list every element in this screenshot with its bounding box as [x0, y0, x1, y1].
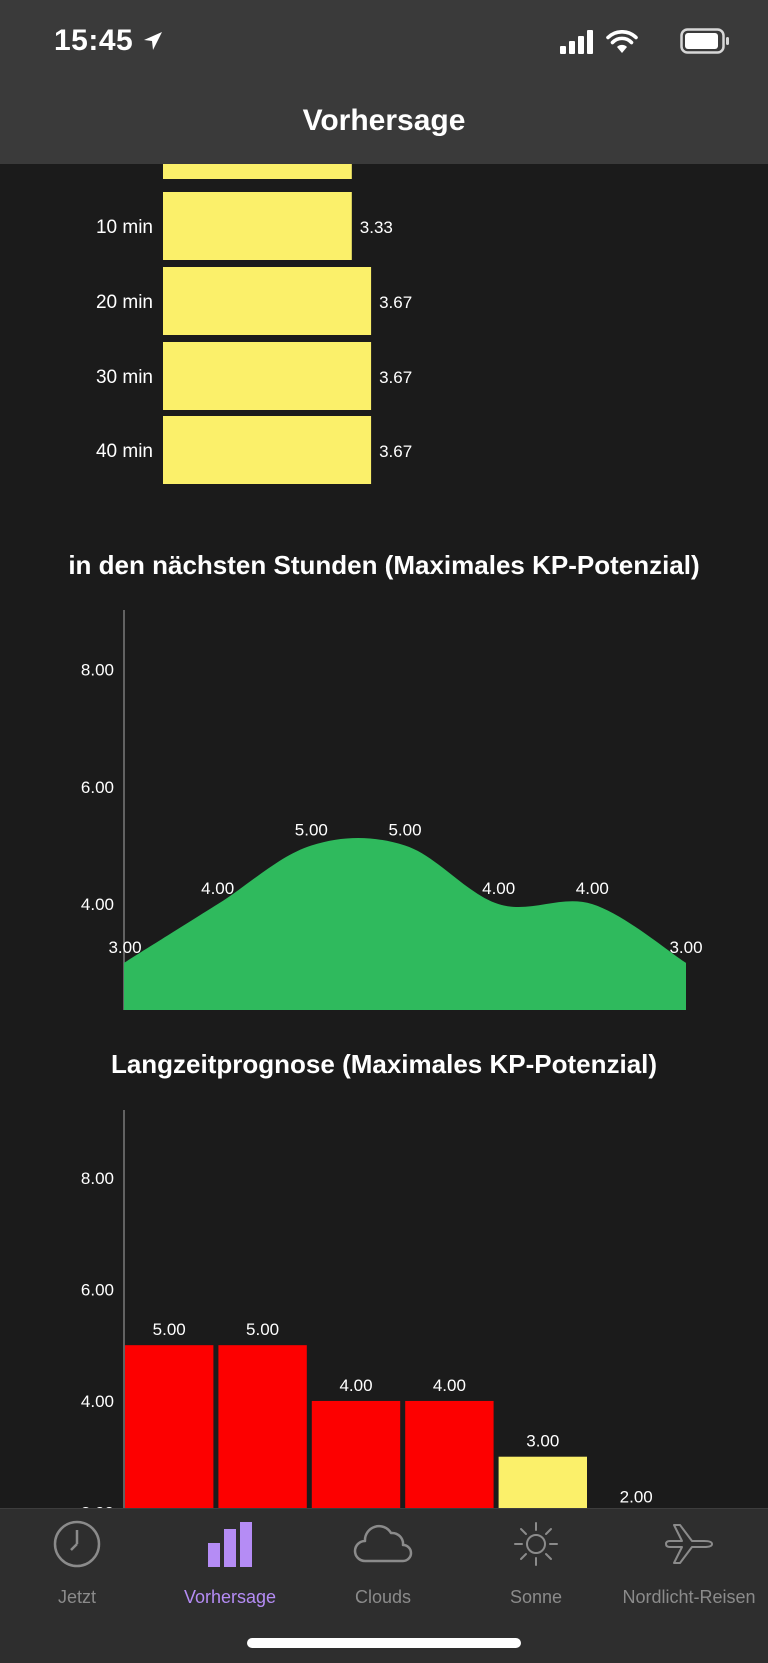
status-bar: 15:45 [0, 0, 768, 88]
sun-icon [514, 1522, 558, 1566]
nowcast-bar [163, 192, 352, 260]
nowcast-bar [163, 267, 372, 335]
tab-label: Jetzt [57, 1587, 96, 1607]
tab-vorhersage[interactable]: Vorhersage [155, 1519, 305, 1609]
longterm-bar [125, 1345, 214, 1530]
hourly-data-label: 4.00 [482, 879, 515, 898]
tab-jetzt[interactable]: Jetzt [2, 1519, 152, 1609]
forecast-content[interactable]: 10 min 3.33 20 min 3.67 30 min 3.67 40 min 3.67… [0, 164, 768, 1530]
navigation-bar: Vorhersage [0, 88, 768, 164]
tab-nordlicht-reisen[interactable]: Nordlicht-Reisen [614, 1519, 764, 1609]
longterm-y-tick-label: 8.00 [81, 1169, 114, 1188]
bar-chart-icon [208, 1522, 252, 1567]
cloud-icon [353, 1524, 413, 1563]
tab-clouds[interactable]: Clouds [308, 1519, 458, 1609]
nowcast-bar [163, 416, 372, 484]
tab-bar: Jetzt Vorhersage Clouds Sonne [0, 1508, 768, 1663]
hourly-area [124, 837, 686, 1010]
hourly-y-tick-label: 6.00 [81, 778, 114, 797]
nowcast-value-label: 3.67 [379, 293, 412, 312]
nowcast-value-label: 3.33 [360, 218, 393, 237]
hourly-data-label: 4.00 [201, 879, 234, 898]
cellular-signal-icon [560, 30, 593, 54]
longterm-data-label: 4.00 [339, 1376, 372, 1395]
longterm-bar [218, 1345, 307, 1530]
nowcast-value-label: 3.67 [379, 368, 412, 387]
longterm-data-label: 5.00 [246, 1320, 279, 1339]
nowcast-bar [163, 342, 372, 410]
hourly-data-label: 5.00 [388, 820, 421, 839]
nowcast-chart: 10 min 3.33 20 min 3.67 30 min 3.67 40 min 3.67 [96, 164, 412, 484]
hourly-chart: 0.002.004.006.008.003.004.005.005.004.00… [81, 610, 703, 1010]
longterm-data-label: 2.00 [620, 1487, 653, 1506]
battery-icon [680, 28, 729, 54]
hourly-y-tick-label: 8.00 [81, 660, 114, 679]
nowcast-bar [163, 164, 352, 179]
wifi-icon [606, 30, 638, 53]
nowcast-value-label: 3.67 [379, 442, 412, 461]
tab-label: Nordlicht-Reisen [622, 1587, 756, 1607]
nowcast-category-label: 10 min [96, 217, 153, 238]
location-arrow-icon [144, 32, 163, 50]
page-title: Vorhersage [302, 104, 466, 137]
longterm-chart: 0.002.004.006.008.005.00Mi. 275.00Do. 28… [81, 1110, 681, 1530]
longterm-data-label: 4.00 [433, 1376, 466, 1395]
tab-label: Vorhersage [183, 1587, 277, 1607]
hourly-data-label: 3.00 [669, 938, 702, 957]
hourly-data-label: 3.00 [108, 938, 141, 957]
status-time-text: 15:45 [54, 24, 134, 57]
hourly-section-title: in den nächsten Stunden (Maximales KP-Po… [68, 550, 700, 580]
longterm-data-label: 3.00 [526, 1432, 559, 1451]
longterm-data-label: 5.00 [153, 1320, 186, 1339]
longterm-y-tick-label: 6.00 [81, 1280, 114, 1299]
home-indicator[interactable] [247, 1638, 521, 1648]
hourly-data-label: 4.00 [576, 879, 609, 898]
nowcast-category-label: 30 min [96, 367, 153, 388]
longterm-section-title: Langzeitprognose (Maximales KP-Potenzial… [110, 1049, 658, 1079]
nowcast-category-label: 40 min [96, 441, 153, 462]
status-time: 15:45 [54, 24, 164, 58]
nowcast-category-label: 20 min [96, 292, 153, 313]
clock-icon [53, 1520, 101, 1568]
longterm-y-tick-label: 4.00 [81, 1392, 114, 1411]
airplane-icon [665, 1524, 713, 1564]
tab-sonne[interactable]: Sonne [461, 1519, 611, 1609]
tab-label: Clouds [354, 1587, 412, 1607]
hourly-y-tick-label: 4.00 [81, 895, 114, 914]
tab-label: Sonne [509, 1587, 563, 1607]
hourly-data-label: 5.00 [295, 820, 328, 839]
